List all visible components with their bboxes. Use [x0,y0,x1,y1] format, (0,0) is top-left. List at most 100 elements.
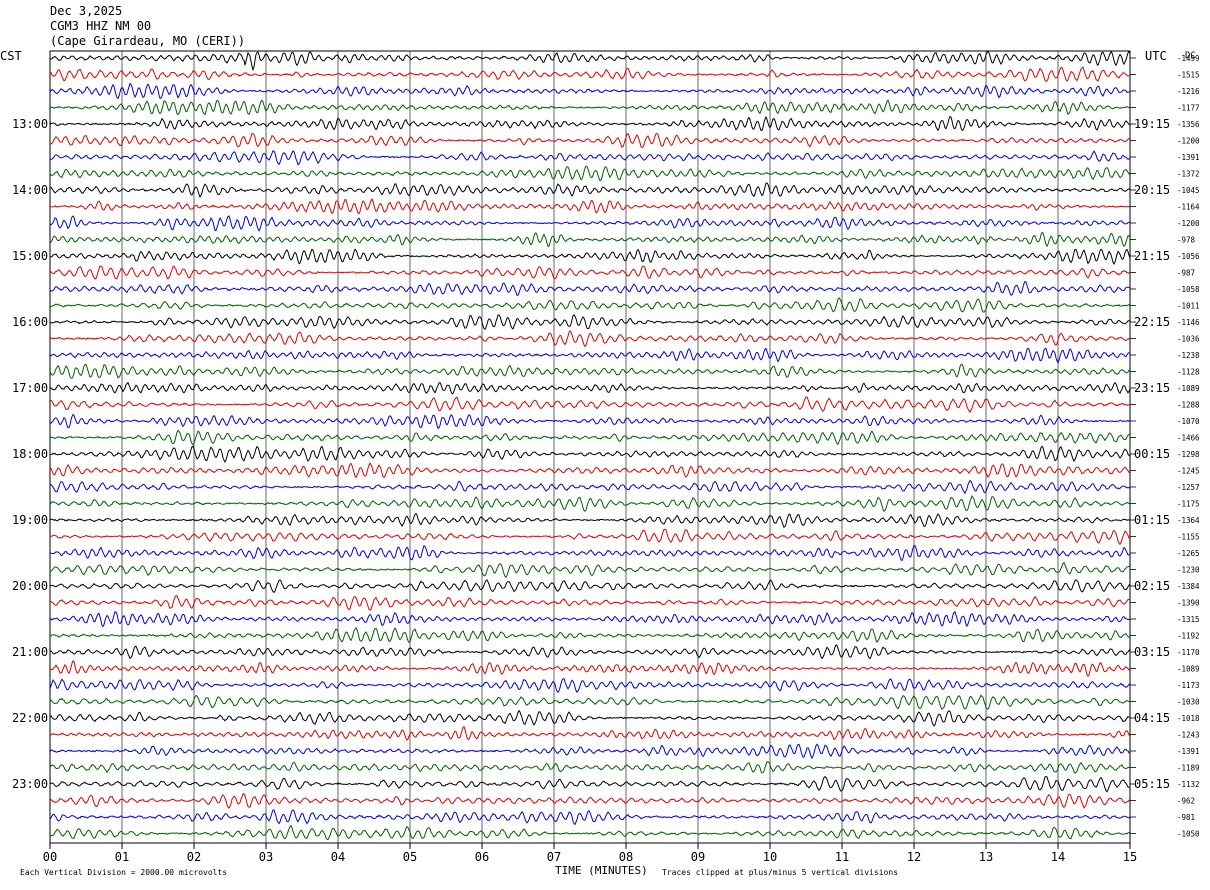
right-hour-label: 22:15 [1134,315,1170,329]
dc-offset-label: -962 [1177,797,1195,806]
x-tick-label: 06 [475,850,489,864]
trace-line [49,347,1131,365]
right-hour-label: 20:15 [1134,183,1170,197]
date-label: Dec 3,2025 [50,4,123,18]
trace-line [49,809,1131,826]
trace-line [49,429,1131,446]
right-hour-label: 21:15 [1134,249,1170,263]
plot-frame [49,50,1131,844]
trace-line [49,495,1131,512]
dc-offset-label: -1356 [1177,120,1200,129]
dc-offset-label: -1018 [1177,714,1200,723]
dc-offset-label: -978 [1177,236,1196,245]
dc-label: DC [1185,51,1196,61]
dc-offset-label: -1036 [1177,335,1200,344]
trace-line [49,381,1131,395]
right-timezone-label: UTC [1145,49,1167,63]
x-tick-label: 05 [403,850,417,864]
dc-offset-label: -1175 [1177,500,1200,509]
left-hour-label: 16:00 [12,315,48,329]
label-group: 00 01 02 03 04 05 06 07 08 09 10 11 12 13 14 15 -1499 -15… [12,54,1200,864]
dc-offset-label: -1384 [1177,582,1200,591]
x-tick-label: 14 [1051,850,1065,864]
trace-line [49,709,1131,727]
dc-offset-label: -1056 [1177,252,1200,261]
trace-line [49,132,1131,148]
dc-offset-label: -1391 [1177,747,1200,756]
trace-line [49,99,1131,116]
right-hour-label: 00:15 [1134,447,1170,461]
x-tick-label: 00 [43,850,57,864]
trace-line [49,363,1131,379]
trace-line [49,595,1131,611]
trace-line [49,743,1131,760]
dc-offset-label: -1177 [1177,104,1200,113]
trace-line [49,314,1131,331]
dc-offset-label: -1245 [1177,467,1200,476]
trace-line [49,82,1131,100]
trace-line [49,150,1131,166]
trace-line [49,678,1131,694]
dc-offset-label: -1298 [1177,450,1200,459]
dc-offset-label: -1372 [1177,170,1200,179]
left-hour-label: 17:00 [12,381,48,395]
trace-line [49,280,1131,296]
trace-line [49,297,1131,313]
left-hour-label: 22:00 [12,711,48,725]
trace-line [49,479,1131,495]
trace-line [49,198,1131,215]
dc-offset-label: -1499 [1177,54,1200,63]
x-tick-label: 15 [1123,850,1137,864]
dc-offset-label: -1089 [1177,665,1200,674]
dc-offset-label: -1045 [1177,186,1200,195]
trace-group [49,50,1131,841]
trace-line [49,578,1131,594]
right-hour-label: 03:15 [1134,645,1170,659]
left-hour-label: 18:00 [12,447,48,461]
x-tick-label: 12 [907,850,921,864]
trace-line [49,115,1131,132]
right-hour-label: 04:15 [1134,711,1170,725]
trace-line [49,445,1131,464]
left-hour-label: 13:00 [12,117,48,131]
x-axis-title: TIME (MINUTES) [555,864,648,877]
dc-offset-label: -1058 [1177,285,1200,294]
dc-offset-label: -1146 [1177,318,1200,327]
right-hour-label: 19:15 [1134,117,1170,131]
dc-offset-label: -1230 [1177,566,1200,575]
dc-offset-label: -1391 [1177,153,1200,162]
scale-note: Each Vertical Division = 2000.00 microvo… [20,868,227,877]
trace-line [49,413,1131,429]
trace-line [50,611,1131,628]
station-label: CGM3 HHZ NM 00 [50,19,152,33]
trace-line [49,824,1131,841]
trace-line [49,726,1131,741]
dc-offset-label: -1170 [1177,648,1200,657]
trace-line [49,561,1131,579]
right-hour-label: 05:15 [1134,777,1170,791]
dc-offset-label: -1128 [1177,368,1200,377]
dc-offset-label: -1155 [1177,533,1200,542]
trace-line [49,512,1131,529]
trace-line [49,182,1131,198]
trace-line [49,50,1131,72]
left-hour-label: 15:00 [12,249,48,263]
x-tick-label: 11 [835,850,849,864]
dc-offset-label: -1192 [1177,632,1200,641]
clip-note: Traces clipped at plus/minus 5 vertical … [662,868,898,877]
x-tick-label: 08 [619,850,633,864]
dc-offset-label: -1288 [1177,401,1200,410]
right-hour-label: 02:15 [1134,579,1170,593]
trace-line [50,248,1131,265]
trace-line [49,793,1131,809]
dc-offset-label: -981 [1177,813,1195,822]
right-hour-label: 01:15 [1134,513,1170,527]
x-tick-label: 01 [115,850,129,864]
dc-offset-label: -1050 [1177,830,1200,839]
trace-line [49,66,1131,82]
dc-offset-label: -1070 [1177,417,1200,426]
left-hour-label: 23:00 [12,777,48,791]
dc-offset-label: -1132 [1177,780,1200,789]
